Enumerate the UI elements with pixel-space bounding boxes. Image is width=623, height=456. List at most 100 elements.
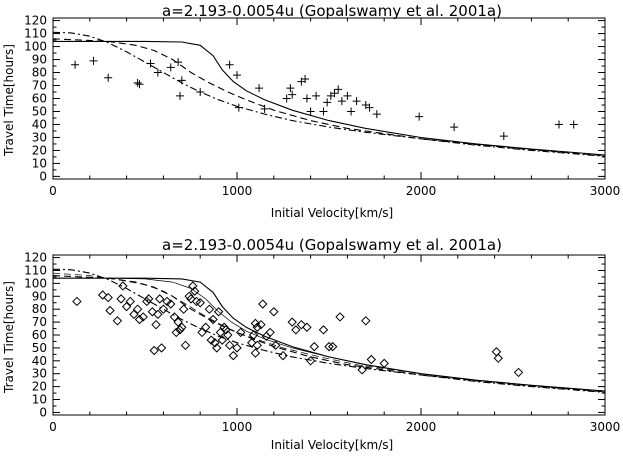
data-point-plus xyxy=(133,78,142,87)
data-point-diamond xyxy=(270,340,281,351)
y-tick-label: 90 xyxy=(32,289,47,303)
y-tick-label: 20 xyxy=(32,380,47,394)
y-tick-label: 100 xyxy=(24,276,47,290)
data-point-diamond xyxy=(177,322,187,332)
x-tick-label: 2000 xyxy=(406,420,437,434)
y-tick-label: 40 xyxy=(32,354,47,368)
data-point-plus xyxy=(569,120,578,129)
data-point-plus xyxy=(337,97,346,106)
data-point-diamond xyxy=(252,340,262,351)
data-point-diamond xyxy=(379,358,389,369)
data-point-diamond xyxy=(143,294,154,304)
data-point-diamond xyxy=(125,296,135,307)
data-point-plus xyxy=(174,58,183,67)
data-point-diamond xyxy=(228,350,239,361)
data-point-diamond xyxy=(309,341,319,352)
data-point-diamond xyxy=(178,304,189,314)
x-axis-label: Initial Velocity[km/s] xyxy=(271,206,393,220)
data-point-diamond xyxy=(121,301,132,312)
y-tick-label: 110 xyxy=(24,263,47,277)
data-point-plus xyxy=(334,85,343,94)
curve-dashed xyxy=(52,275,606,393)
data-point-plus xyxy=(153,68,162,77)
data-point-diamond xyxy=(318,325,329,335)
curve-solid xyxy=(53,40,606,156)
data-point-plus xyxy=(352,97,361,106)
data-point-plus xyxy=(282,94,291,103)
y-tick-label: 120 xyxy=(24,251,47,265)
chart-top-travel-time: a=2.193-0.0054u (Gopalswamy et al. 2001a… xyxy=(2,2,620,220)
data-point-diamond xyxy=(335,312,345,322)
y-tick-label: 0 xyxy=(39,405,47,419)
data-point-plus xyxy=(255,84,264,93)
data-point-plus xyxy=(312,91,321,100)
y-tick-label: 60 xyxy=(32,92,47,106)
x-axis-label: Initial Velocity[km/s] xyxy=(271,438,393,452)
data-point-diamond xyxy=(302,322,312,332)
data-point-plus xyxy=(260,104,269,113)
curve-solid xyxy=(53,277,606,392)
data-point-diamond xyxy=(213,307,224,317)
data-point-diamond xyxy=(287,317,297,327)
data-point-diamond xyxy=(250,348,261,358)
data-point-plus xyxy=(372,110,381,119)
data-point-diamond xyxy=(232,343,242,353)
data-point-plus xyxy=(177,76,186,85)
data-point-diamond xyxy=(116,294,126,304)
x-tick-label: 0 xyxy=(49,184,57,198)
data-point-diamond xyxy=(366,354,377,365)
data-point-diamond xyxy=(162,296,172,307)
data-point-plus xyxy=(319,107,328,116)
data-point-diamond xyxy=(305,356,316,366)
data-point-diamond xyxy=(327,341,338,352)
y-tick-label: 120 xyxy=(24,14,47,28)
data-point-plus xyxy=(104,73,113,82)
y-tick-label: 10 xyxy=(32,156,47,170)
data-point-diamond xyxy=(134,314,145,325)
data-point-diamond xyxy=(118,281,128,291)
data-point-diamond xyxy=(166,299,176,309)
data-point-diamond xyxy=(195,298,205,308)
y-tick-label: 30 xyxy=(32,130,47,144)
data-point-plus xyxy=(499,132,508,141)
data-point-diamond xyxy=(258,299,268,309)
x-tick-label: 3000 xyxy=(590,420,621,434)
curve-dashed xyxy=(52,272,606,393)
data-point-diamond xyxy=(361,316,371,326)
data-point-diamond xyxy=(138,312,148,322)
y-tick-label: 80 xyxy=(32,302,47,316)
data-point-diamond xyxy=(201,322,211,332)
data-point-diamond xyxy=(219,322,229,332)
data-point-diamond xyxy=(180,340,191,351)
data-point-plus xyxy=(365,103,374,112)
y-tick-label: 70 xyxy=(32,315,47,329)
data-point-diamond xyxy=(191,296,202,307)
x-tick-label: 0 xyxy=(49,420,57,434)
x-tick-label: 2000 xyxy=(406,184,437,198)
data-point-plus xyxy=(343,91,352,100)
data-point-diamond xyxy=(210,338,220,348)
y-axis-label: Travel Time[hours] xyxy=(2,281,16,394)
data-point-diamond xyxy=(296,319,307,330)
data-point-diamond xyxy=(129,309,139,320)
data-point-plus xyxy=(288,90,297,99)
y-axis-label: Travel Time[hours] xyxy=(2,44,16,157)
data-point-diamond xyxy=(278,350,288,361)
data-point-diamond xyxy=(256,319,266,330)
data-point-diamond xyxy=(357,365,367,375)
y-tick-label: 90 xyxy=(32,53,47,67)
y-tick-label: 100 xyxy=(24,40,47,54)
y-tick-label: 20 xyxy=(32,143,47,157)
y-tick-label: 60 xyxy=(32,328,47,342)
data-point-plus xyxy=(347,107,356,116)
data-point-plus xyxy=(166,63,175,72)
data-point-plus xyxy=(233,71,241,80)
curve-dashdot xyxy=(52,268,606,393)
data-point-diamond xyxy=(235,327,246,338)
y-tick-label: 10 xyxy=(32,393,47,407)
x-tick-label: 1000 xyxy=(222,184,253,198)
data-point-diamond xyxy=(169,312,180,322)
y-tick-label: 50 xyxy=(32,341,47,355)
data-point-diamond xyxy=(247,338,257,348)
data-point-diamond xyxy=(103,292,113,303)
